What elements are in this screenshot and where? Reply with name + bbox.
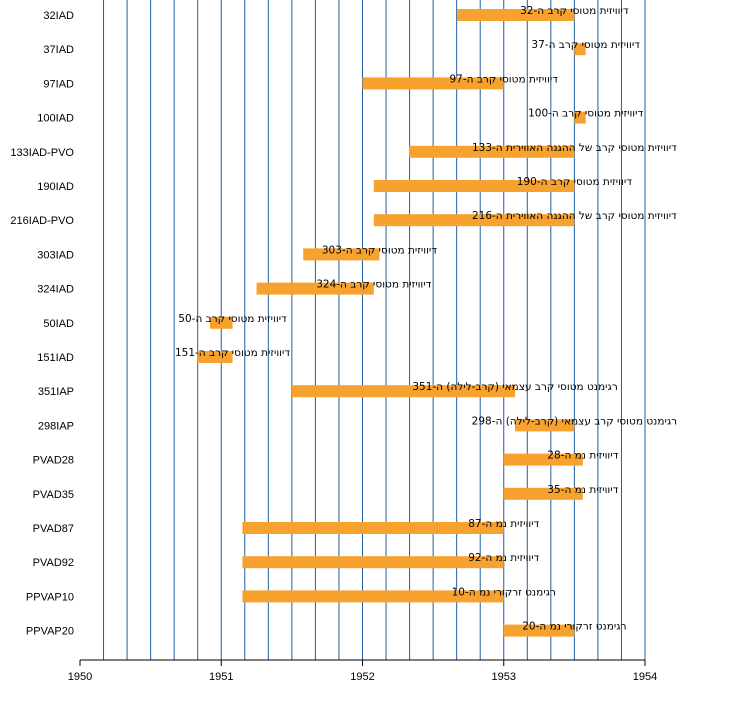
bar-label: דיוויזית מטוסי קרב ה-151 xyxy=(175,347,290,359)
y-tick-label: 50IAD xyxy=(43,318,74,330)
bar-label: דיוויזית מטוסי קרב ה-32 xyxy=(520,5,629,17)
y-tick-label: 351IAP xyxy=(38,386,74,398)
bar-50IAD xyxy=(209,316,233,329)
bar-label: דיוויזית מטוסי קרב ה-324 xyxy=(316,279,431,291)
x-tick-label: 1952 xyxy=(350,671,374,683)
x-tick-label: 1950 xyxy=(68,671,92,683)
bar-label: דיוויזית מטוסי קרב של ההגנה האווירית ה-2… xyxy=(472,210,677,222)
bar-PVAD35 xyxy=(503,487,583,500)
bar-190IAD xyxy=(373,180,575,192)
y-tick-label: PVAD92 xyxy=(33,557,74,569)
y-tick-label: 100IAD xyxy=(37,113,74,125)
x-tick-label: 1954 xyxy=(633,671,657,683)
bar-label: רגימנט מטוסי קרב עצמאי (קרב-לילה) ה-298 xyxy=(472,415,677,427)
bars: דיוויזית מטוסי קרב ה-32 דיוויזית מטוסי קר… xyxy=(175,5,677,637)
bar-303IAD xyxy=(303,248,380,261)
bar-151IAD xyxy=(197,351,233,363)
y-tick-label: 324IAD xyxy=(37,284,74,296)
bar-133IAD-PVO xyxy=(409,145,575,158)
y-tick-label: 216IAD-PVO xyxy=(10,215,74,227)
bar-label: דיוויזית מטוסי קרב ה-190 xyxy=(517,176,632,188)
bar-label: דיוויזית נמ ה-28 xyxy=(547,450,618,462)
bar-label: רגימנט זרקורי נמ ה-20 xyxy=(522,621,626,633)
bar-216IAD-PVO xyxy=(373,214,575,227)
bar-PPVAP20 xyxy=(503,624,575,637)
bar-32IAD xyxy=(457,9,575,21)
bar-label: דיוויזית מטוסי קרב ה-303 xyxy=(322,244,437,256)
bar-PVAD28 xyxy=(503,453,583,466)
y-tick-label: PPVAP10 xyxy=(26,591,74,603)
grid-lines xyxy=(103,0,646,660)
y-tick-label: 303IAD xyxy=(37,249,74,261)
bar-37IAD xyxy=(574,43,586,56)
y-tick-label: 151IAD xyxy=(37,352,74,364)
y-tick-label: 37IAD xyxy=(43,44,74,56)
bar-298IAP xyxy=(515,419,575,432)
bar-PVAD87 xyxy=(242,522,504,534)
bar-PPVAP10 xyxy=(242,590,504,603)
y-tick-label: PPVAP20 xyxy=(26,626,74,638)
bar-label: דיוויזית מטוסי קרב ה-100 xyxy=(528,108,643,120)
bar-label: רגימנט מטוסי קרב עצמאי (קרב-לילה) ה-351 xyxy=(412,381,617,393)
y-tick-label: 190IAD xyxy=(37,181,74,193)
x-tick-label: 1953 xyxy=(492,671,516,683)
bar-label: דיוויזית נמ ה-87 xyxy=(468,518,539,530)
y-tick-label: 32IAD xyxy=(43,10,74,22)
x-axis: 1950 1951 1952 1953 1954 xyxy=(68,659,657,683)
bar-label: דיוויזית מטוסי קרב ה-37 xyxy=(531,39,640,51)
bar-PVAD92 xyxy=(242,556,504,569)
y-tick-label: PVAD87 xyxy=(33,523,74,535)
bar-label: דיוויזית מטוסי קרב ה-97 xyxy=(450,73,559,85)
y-tick-label: PVAD35 xyxy=(33,489,74,501)
bar-label: דיוויזית נמ ה-92 xyxy=(468,552,539,564)
bar-100IAD xyxy=(574,111,586,124)
bar-351IAP xyxy=(291,385,516,398)
y-tick-label: 298IAP xyxy=(38,420,74,432)
y-tick-label: PVAD28 xyxy=(33,455,74,467)
bar-label: דיוויזית מטוסי קרב של ההגנה האווירית ה-1… xyxy=(472,142,677,154)
y-tick-label: 97IAD xyxy=(43,78,74,90)
y-tick-label: 133IAD-PVO xyxy=(10,147,74,159)
bar-label: רגימנט זרקורי נמ ה-10 xyxy=(452,586,556,598)
bar-label: דיוויזית מטוסי קרב ה-50 xyxy=(178,313,287,325)
y-axis-labels: 32IAD 37IAD 97IAD 100IAD 133IAD-PVO 190IAD 216… xyxy=(10,10,74,638)
bar-324IAD xyxy=(256,282,374,295)
bar-label: דיוויזית נמ ה-35 xyxy=(547,484,618,496)
bar-97IAD xyxy=(362,77,504,90)
x-tick-label: 1951 xyxy=(209,671,233,683)
